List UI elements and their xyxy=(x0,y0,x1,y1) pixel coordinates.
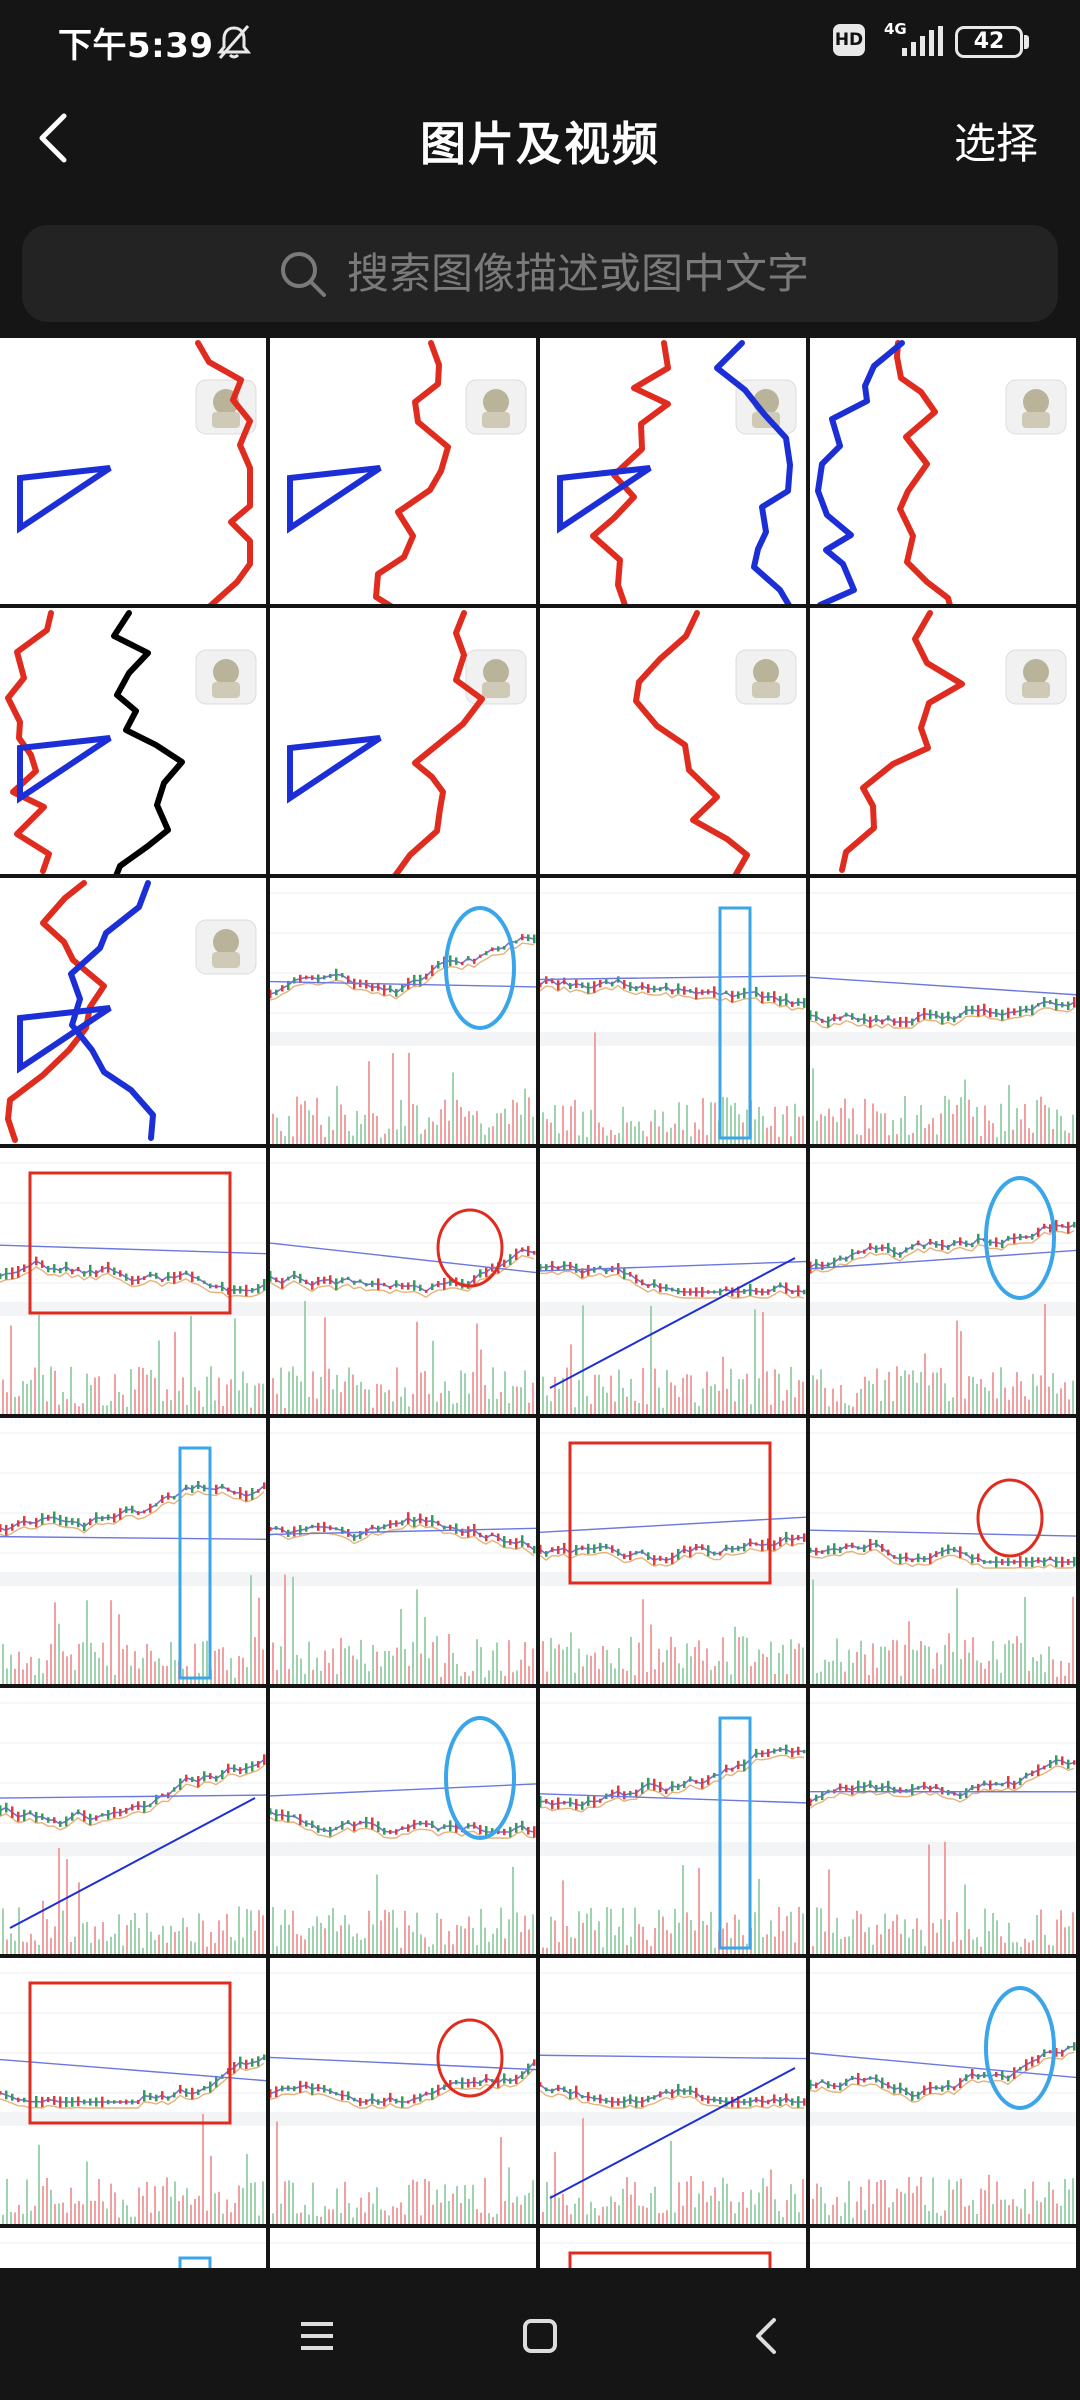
gallery-thumbnail[interactable] xyxy=(810,1688,1076,1954)
gallery-thumbnail[interactable] xyxy=(270,1688,536,1954)
gallery-thumbnail[interactable] xyxy=(810,338,1076,604)
stock-chart-image xyxy=(540,1972,806,2224)
gallery-thumbnail[interactable] xyxy=(540,1148,806,1414)
stock-chart-image xyxy=(810,1162,1076,1414)
gallery-thumbnail[interactable] xyxy=(270,878,536,1144)
stock-chart-image xyxy=(810,1702,1076,1954)
stock-chart-image xyxy=(270,1162,536,1414)
drawing-image xyxy=(815,340,1067,604)
home-icon[interactable] xyxy=(508,2304,572,2368)
gallery-thumbnail[interactable] xyxy=(540,2228,806,2268)
drawing-image xyxy=(5,610,257,874)
select-button[interactable]: 选择 xyxy=(953,119,1038,168)
gallery-thumbnail[interactable] xyxy=(810,1418,1076,1684)
gallery-thumbnail[interactable] xyxy=(270,338,536,604)
gallery-thumbnail[interactable] xyxy=(0,1418,266,1684)
gallery-thumbnail[interactable] xyxy=(270,1148,536,1414)
status-bar: 下午5:39 HD 4G 42 xyxy=(0,0,1080,84)
chevron-left-icon[interactable] xyxy=(26,102,82,174)
stock-chart-image xyxy=(540,892,806,1144)
stock-chart-image xyxy=(270,2242,536,2244)
stock-chart-image xyxy=(540,1702,806,1954)
status-time: 下午5:39 xyxy=(58,26,214,66)
stock-chart-image xyxy=(0,1702,266,1954)
stock-chart-image xyxy=(540,2242,806,2268)
stock-chart-image xyxy=(810,2242,1076,2244)
drawing-image xyxy=(287,610,527,874)
search-input[interactable] xyxy=(347,247,847,299)
gallery-thumbnail[interactable] xyxy=(270,608,536,874)
gallery-thumbnail[interactable] xyxy=(810,608,1076,874)
stock-chart-image xyxy=(810,1432,1076,1684)
navigation-bar xyxy=(0,2268,1080,2400)
stock-chart-image xyxy=(270,1702,536,1954)
gallery-thumbnail[interactable] xyxy=(540,608,806,874)
drawing-image xyxy=(839,610,1067,873)
gallery-thumbnail[interactable] xyxy=(0,878,266,1144)
stock-chart-image xyxy=(810,1972,1076,2224)
stock-chart-image xyxy=(540,1162,806,1414)
gallery-thumbnail[interactable] xyxy=(0,1688,266,1954)
gallery-thumbnail[interactable] xyxy=(0,1958,266,2224)
battery-tip xyxy=(1024,35,1029,49)
battery-indicator: 42 xyxy=(955,26,1023,58)
stock-chart-image xyxy=(0,1972,266,2224)
gallery-thumbnail[interactable] xyxy=(540,1688,806,1954)
stock-chart-image xyxy=(0,2242,266,2268)
header: 图片及视频 选择 xyxy=(0,84,1080,214)
gallery-thumbnail[interactable] xyxy=(810,2228,1076,2268)
gallery-grid[interactable] xyxy=(0,338,1080,2268)
gallery-thumbnail[interactable] xyxy=(0,2228,266,2268)
gallery-thumbnail[interactable] xyxy=(810,1958,1076,2224)
gallery-thumbnail[interactable] xyxy=(540,1958,806,2224)
drawing-image xyxy=(287,340,527,604)
gallery-thumbnail[interactable] xyxy=(0,1148,266,1414)
gallery-thumbnail[interactable] xyxy=(540,1418,806,1684)
drawing-image xyxy=(5,880,257,1143)
drawing-image xyxy=(557,340,797,604)
hd-badge: HD xyxy=(833,24,865,56)
signal-icon xyxy=(902,26,943,56)
stock-chart-image xyxy=(270,1432,536,1684)
stock-chart-image xyxy=(810,892,1076,1144)
stock-chart-image xyxy=(0,1162,266,1414)
menu-icon[interactable] xyxy=(285,2304,349,2368)
bell-off-icon xyxy=(216,25,252,59)
search-box[interactable] xyxy=(22,225,1058,322)
back-icon[interactable] xyxy=(734,2304,798,2368)
drawing-image xyxy=(17,340,257,604)
search-icon xyxy=(281,252,326,297)
network-label: 4G xyxy=(884,20,907,38)
stock-chart-image xyxy=(0,1432,266,1684)
gallery-thumbnail[interactable] xyxy=(270,1958,536,2224)
gallery-thumbnail[interactable] xyxy=(270,2228,536,2268)
gallery-thumbnail[interactable] xyxy=(270,1418,536,1684)
stock-chart-image xyxy=(540,1432,806,1684)
gallery-thumbnail[interactable] xyxy=(0,608,266,874)
gallery-thumbnail[interactable] xyxy=(0,338,266,604)
page-title: 图片及视频 xyxy=(420,117,660,171)
gallery-thumbnail[interactable] xyxy=(540,338,806,604)
gallery-thumbnail[interactable] xyxy=(810,878,1076,1144)
stock-chart-image xyxy=(270,1972,536,2224)
stock-chart-image xyxy=(270,892,536,1144)
drawing-image xyxy=(633,610,797,874)
gallery-thumbnail[interactable] xyxy=(540,878,806,1144)
gallery-thumbnail[interactable] xyxy=(810,1148,1076,1414)
